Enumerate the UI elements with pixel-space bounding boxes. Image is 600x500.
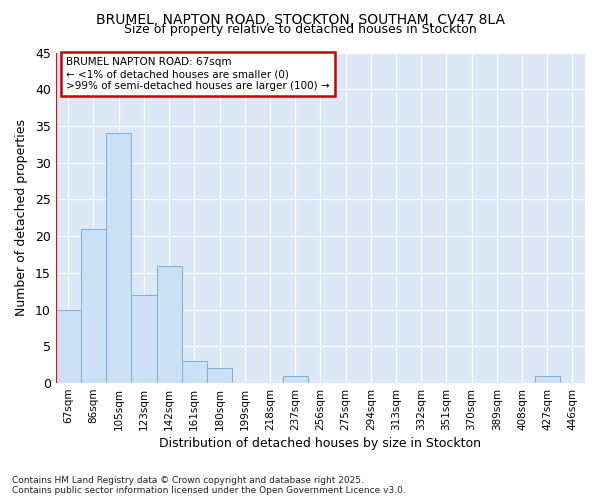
Y-axis label: Number of detached properties: Number of detached properties: [15, 120, 28, 316]
Text: BRUMEL NAPTON ROAD: 67sqm
← <1% of detached houses are smaller (0)
>99% of semi-: BRUMEL NAPTON ROAD: 67sqm ← <1% of detac…: [66, 58, 330, 90]
Bar: [81, 229, 106, 383]
Bar: [131, 295, 157, 383]
Bar: [207, 368, 232, 383]
Bar: [56, 310, 81, 383]
X-axis label: Distribution of detached houses by size in Stockton: Distribution of detached houses by size …: [160, 437, 481, 450]
Text: Contains HM Land Registry data © Crown copyright and database right 2025.
Contai: Contains HM Land Registry data © Crown c…: [12, 476, 406, 495]
Text: Size of property relative to detached houses in Stockton: Size of property relative to detached ho…: [124, 22, 476, 36]
Text: BRUMEL, NAPTON ROAD, STOCKTON, SOUTHAM, CV47 8LA: BRUMEL, NAPTON ROAD, STOCKTON, SOUTHAM, …: [95, 12, 505, 26]
Bar: [283, 376, 308, 383]
Bar: [106, 134, 131, 383]
Bar: [182, 361, 207, 383]
Bar: [535, 376, 560, 383]
Bar: [157, 266, 182, 383]
